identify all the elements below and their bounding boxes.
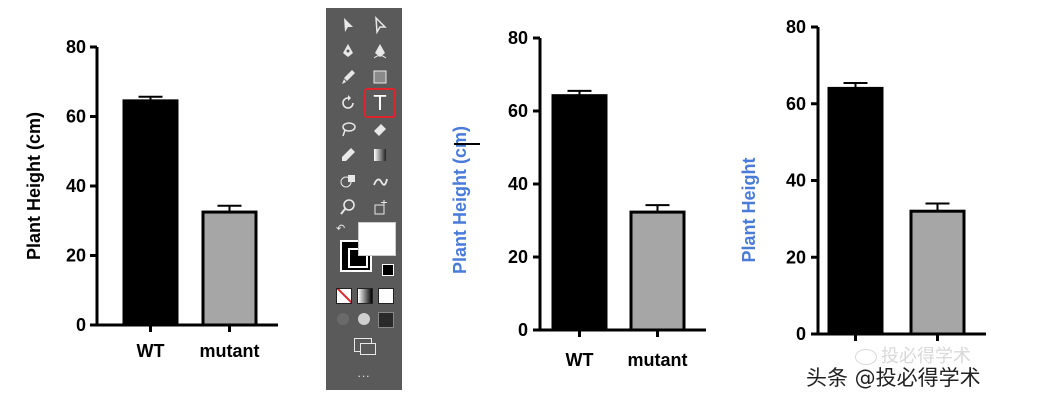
watermark-line-2: 头条 @投必得学术 (806, 366, 981, 390)
y-tick-label: 80 (508, 28, 528, 48)
none-swatch-icon[interactable] (336, 288, 352, 304)
puppet-warp-tool-icon[interactable] (366, 168, 394, 194)
paintbrush-tool-icon[interactable] (334, 64, 362, 90)
y-axis-label: Plant Height (739, 157, 759, 262)
chart-1: 0 20 40 60 80 WT mutant Plant Height (cm) (24, 37, 278, 361)
y-tick-label: 60 (786, 94, 806, 114)
type-tool-icon[interactable]: T (364, 88, 396, 118)
x-tick-label: mutant (628, 350, 688, 370)
y-tick-label: 60 (508, 101, 528, 121)
lasso-tool-icon[interactable] (334, 116, 362, 142)
bar-WT (122, 99, 179, 327)
watermark-line-1: 投必得学术 (855, 342, 971, 368)
direct-selection-tool-icon[interactable] (366, 12, 394, 38)
draw-normal-icon[interactable] (337, 313, 349, 325)
x-tick-label: mutant (200, 341, 260, 361)
curvature-tool-icon[interactable] (366, 38, 394, 64)
y-tick-label: 40 (66, 176, 86, 196)
selection-tool-icon[interactable] (334, 12, 362, 38)
eyedropper-tool-icon[interactable] (334, 142, 362, 168)
y-tick-label: 60 (66, 107, 86, 127)
x-tick-label: WT (566, 350, 594, 370)
fill-swatch[interactable] (358, 222, 396, 256)
draw-inside-icon[interactable] (378, 312, 394, 328)
y-tick-label: 40 (786, 171, 806, 191)
rectangle-tool-icon[interactable] (366, 64, 394, 90)
y-tick-label: 20 (508, 247, 528, 267)
y-tick-label: 20 (786, 247, 806, 267)
pen-tool-icon[interactable] (334, 38, 362, 64)
default-colors-icon[interactable] (382, 264, 394, 276)
bar-mutant (201, 210, 258, 327)
y-tick-label: 40 (508, 174, 528, 194)
illustrator-toolbar: T ↶ ... (326, 8, 402, 390)
gradient-tool-icon[interactable] (366, 142, 394, 168)
bar-series-1 (909, 209, 966, 336)
bar-WT (551, 94, 608, 332)
zoom-tool-icon[interactable] (334, 194, 362, 220)
artboard-tool-icon[interactable] (366, 194, 394, 220)
y-tick-label: 80 (66, 37, 86, 57)
y-axis-label: Plant Height (cm) (24, 112, 44, 260)
y-tick-label: 0 (518, 320, 528, 340)
bar-series-0 (827, 86, 884, 336)
bar-mutant (629, 210, 686, 332)
y-tick-label: 0 (796, 324, 806, 344)
y-tick-label: 80 (786, 17, 806, 37)
chart-3: 0 20 40 60 80 Plant Height (739, 17, 986, 344)
y-tick-label: 0 (76, 315, 86, 335)
wechat-icon (855, 349, 877, 365)
rotate-tool-icon[interactable] (334, 90, 362, 116)
gradient-swatch-icon[interactable] (357, 288, 373, 304)
more-tools-button[interactable]: ... (357, 366, 371, 380)
type-tool-glyph: T (373, 91, 387, 115)
chart-2: 0 20 40 60 80 WT mutant Plant Height (cm) (450, 28, 706, 370)
swap-colors-icon[interactable]: ↶ (336, 223, 346, 235)
color-swatch-icon[interactable] (378, 288, 394, 304)
shape-builder-tool-icon[interactable] (334, 168, 362, 194)
y-axis-label: Plant Height (cm) (450, 126, 470, 274)
eraser-tool-icon[interactable] (366, 116, 394, 142)
screen-mode-icon[interactable] (354, 338, 376, 355)
x-tick-label: WT (137, 341, 165, 361)
draw-behind-icon[interactable] (358, 313, 370, 325)
y-tick-label: 20 (66, 246, 86, 266)
